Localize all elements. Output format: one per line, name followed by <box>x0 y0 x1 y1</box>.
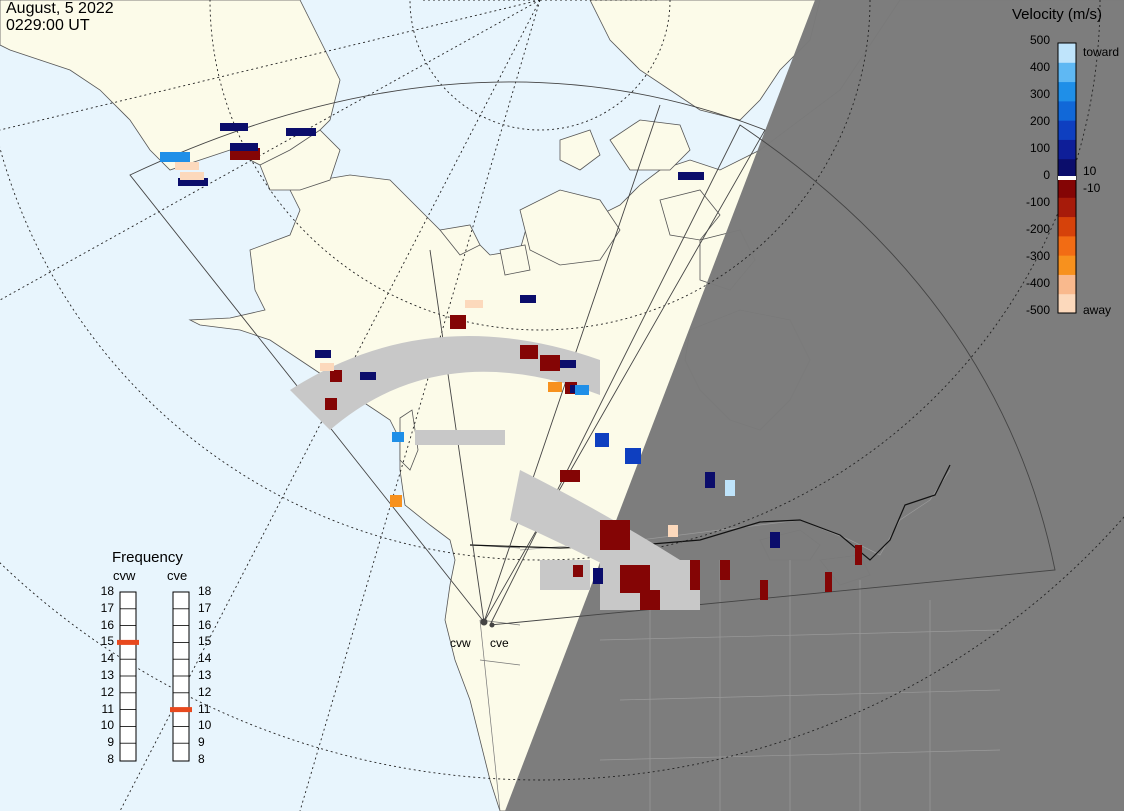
velocity-color-step <box>1058 43 1076 63</box>
velocity-tick: -300 <box>1025 249 1050 263</box>
velocity-color-step <box>1058 216 1076 237</box>
map-date: August, 5 2022 <box>6 0 114 17</box>
frequency-tick-right: 14 <box>198 651 212 666</box>
velocity-color-step <box>1058 62 1076 83</box>
velocity-tick: -200 <box>1025 222 1050 236</box>
frequency-legend-title: Frequency <box>112 549 183 566</box>
frequency-tick-left: 14 <box>100 651 114 666</box>
frequency-radar-cvw: cvw <box>113 568 136 583</box>
radar-site-cve <box>489 622 495 628</box>
velocity-away-label: away <box>1083 303 1112 317</box>
frequency-tick-right: 13 <box>198 668 212 682</box>
velocity-color-step <box>1058 158 1076 179</box>
map-label-cve: cve <box>490 636 509 650</box>
frequency-tick-right: 15 <box>198 634 212 649</box>
frequency-tick-right: 16 <box>198 617 212 632</box>
velocity-tick: -500 <box>1025 303 1050 317</box>
frequency-tick-left: 15 <box>100 634 114 649</box>
frequency-tick-right: 12 <box>198 684 212 699</box>
velocity-color-step <box>1058 178 1076 198</box>
frequency-tick-left: 16 <box>100 617 114 632</box>
velocity-tick: 500 <box>1029 33 1050 47</box>
frequency-tick-left: 12 <box>100 684 114 699</box>
velocity-tick: 400 <box>1029 60 1050 74</box>
frequency-tick-left: 9 <box>107 735 114 750</box>
velocity-tick: -400 <box>1025 276 1050 290</box>
velocity-tick: 300 <box>1029 87 1050 101</box>
frequency-radar-cve: cve <box>167 568 188 583</box>
frequency-tick-right: 10 <box>198 718 212 733</box>
velocity-color-step <box>1058 235 1076 256</box>
velocity-color-step <box>1058 120 1076 140</box>
frequency-ladders <box>117 591 192 762</box>
frequency-tick-left: 8 <box>107 752 114 766</box>
frequency-ladder <box>119 591 137 762</box>
frequency-tick-left: 18 <box>100 584 114 598</box>
frequency-tick-right: 9 <box>198 735 205 750</box>
frequency-tick-right: 8 <box>198 752 205 766</box>
frequency-ladder <box>172 591 190 762</box>
velocity-legend-title: Velocity (m/s) <box>1012 6 1103 23</box>
map-label-cvw: cvw <box>450 636 471 650</box>
frequency-tick-right: 11 <box>198 701 211 716</box>
radar-site-cvw <box>480 618 488 626</box>
velocity-threshold-pos: 10 <box>1083 164 1097 178</box>
velocity-tick: 200 <box>1029 114 1050 128</box>
velocity-color-step <box>1058 274 1076 295</box>
velocity-toward-label: toward <box>1083 45 1120 59</box>
velocity-color-step <box>1058 100 1076 121</box>
frequency-tick-right: 17 <box>198 600 212 615</box>
velocity-tick: 0 <box>1043 168 1050 182</box>
frequency-tick-left: 13 <box>100 668 114 682</box>
velocity-tick: -100 <box>1025 195 1050 209</box>
frequency-tick-left: 10 <box>100 718 114 733</box>
velocity-threshold-neg: -10 <box>1083 181 1101 195</box>
velocity-zero-band <box>1058 176 1076 180</box>
velocity-tick: 100 <box>1029 141 1050 155</box>
velocity-cells <box>160 123 862 610</box>
velocity-color-step <box>1058 81 1076 102</box>
velocity-color-step <box>1058 255 1076 275</box>
velocity-color-step <box>1058 197 1076 218</box>
map-time: 0229:00 UT <box>6 17 90 34</box>
frequency-marker <box>170 707 192 713</box>
velocity-colorbar <box>1057 42 1077 314</box>
radar-sites <box>480 618 495 628</box>
frequency-tick-left: 17 <box>100 600 114 615</box>
frequency-tick-left: 11 <box>101 701 114 716</box>
velocity-color-step <box>1058 293 1076 314</box>
frequency-marker <box>117 639 139 645</box>
frequency-tick-right: 18 <box>198 584 212 598</box>
velocity-color-step <box>1058 139 1076 160</box>
